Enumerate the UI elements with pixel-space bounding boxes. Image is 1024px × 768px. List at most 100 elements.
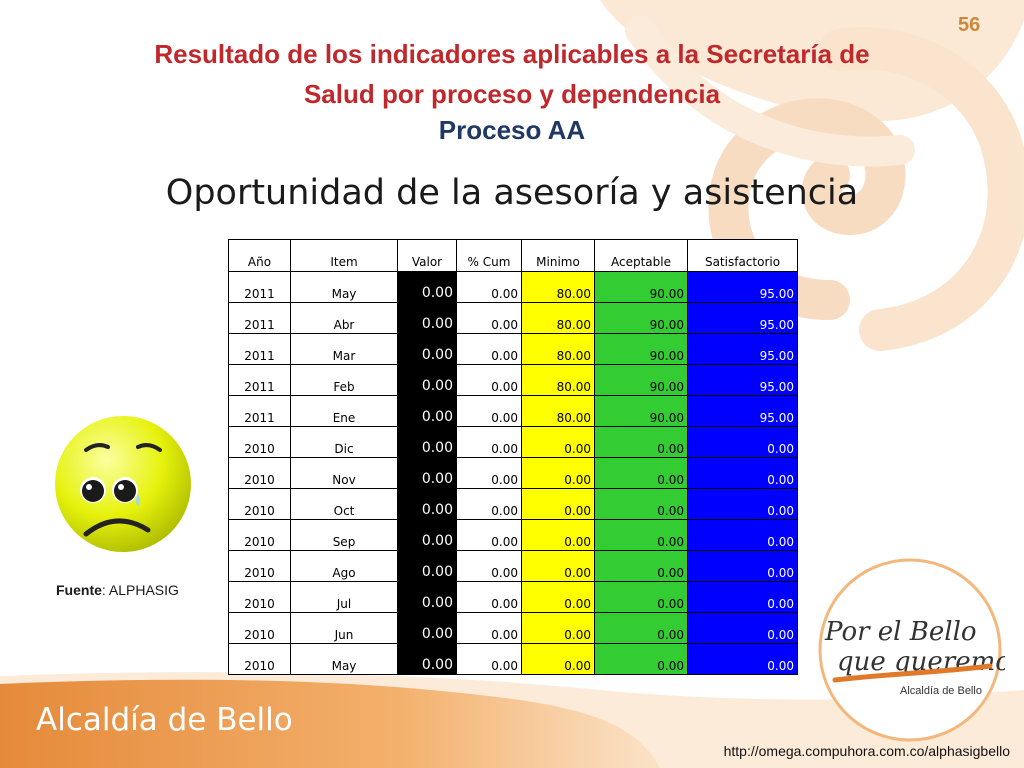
cell-valor: 0.00 bbox=[397, 333, 457, 365]
cell-item: Ago bbox=[290, 550, 398, 582]
cell-minimo: 0.00 bbox=[521, 581, 595, 613]
cell-item: Feb bbox=[290, 364, 398, 396]
header-cum: % Cum bbox=[456, 239, 522, 272]
cell-valor: 0.00 bbox=[397, 581, 457, 613]
cell-ano: 2011 bbox=[228, 364, 291, 396]
cell-valor: 0.00 bbox=[397, 426, 457, 458]
source-note: Fuente: ALPHASIG bbox=[56, 582, 179, 598]
indicator-title: Oportunidad de la asesoría y asistencia bbox=[165, 173, 859, 213]
cell-aceptable: 0.00 bbox=[594, 643, 688, 675]
cell-aceptable: 0.00 bbox=[594, 550, 688, 582]
por-el-bello-logo: Por el Bello que queremos Alcaldía de Be… bbox=[824, 617, 1005, 697]
table-row: 2010 Oct 0.00 0.00 0.00 0.00 0.00 bbox=[228, 488, 798, 520]
cell-satisfactorio: 95.00 bbox=[687, 395, 798, 427]
cell-item: Jul bbox=[290, 581, 398, 613]
cell-aceptable: 90.00 bbox=[594, 333, 688, 365]
cell-satisfactorio: 95.00 bbox=[687, 302, 798, 334]
table-row: 2010 Jun 0.00 0.00 0.00 0.00 0.00 bbox=[228, 612, 798, 644]
cell-cum: 0.00 bbox=[456, 612, 522, 644]
cell-ano: 2010 bbox=[228, 581, 291, 613]
cell-minimo: 0.00 bbox=[521, 519, 595, 551]
cell-minimo: 0.00 bbox=[521, 643, 595, 675]
table-row: 2010 May 0.00 0.00 0.00 0.00 0.00 bbox=[228, 643, 798, 675]
cell-item: Oct bbox=[290, 488, 398, 520]
cell-valor: 0.00 bbox=[397, 612, 457, 644]
cell-satisfactorio: 95.00 bbox=[687, 364, 798, 396]
logo-caption: Alcaldía de Bello bbox=[900, 685, 982, 697]
cell-ano: 2010 bbox=[228, 426, 291, 458]
cell-item: Nov bbox=[290, 457, 398, 489]
table-row: 2010 Jul 0.00 0.00 0.00 0.00 0.00 bbox=[228, 581, 798, 613]
cell-satisfactorio: 0.00 bbox=[687, 550, 798, 582]
cell-item: Ene bbox=[290, 395, 398, 427]
cell-minimo: 0.00 bbox=[521, 426, 595, 458]
cell-ano: 2010 bbox=[228, 612, 291, 644]
cell-item: Abr bbox=[290, 302, 398, 334]
slide-title-line2: Salud por proceso y dependencia bbox=[303, 79, 721, 109]
table-row: 2011 May 0.00 0.00 80.00 90.00 95.00 bbox=[228, 271, 798, 303]
cell-satisfactorio: 0.00 bbox=[687, 426, 798, 458]
cell-minimo: 0.00 bbox=[521, 457, 595, 489]
cell-cum: 0.00 bbox=[456, 271, 522, 303]
cell-valor: 0.00 bbox=[397, 488, 457, 520]
process-title: Proceso AA bbox=[438, 115, 586, 145]
cell-aceptable: 0.00 bbox=[594, 457, 688, 489]
indicator-table: Año Item Valor % Cum Minimo Aceptable Sa… bbox=[228, 239, 798, 675]
table-row: 2011 Feb 0.00 0.00 80.00 90.00 95.00 bbox=[228, 364, 798, 396]
cell-satisfactorio: 0.00 bbox=[687, 581, 798, 613]
source-label: Fuente bbox=[56, 582, 102, 598]
cell-item: Mar bbox=[290, 333, 398, 365]
table-row: 2011 Mar 0.00 0.00 80.00 90.00 95.00 bbox=[228, 333, 798, 365]
footer-brand: Alcaldía de Bello bbox=[36, 702, 293, 738]
cell-minimo: 0.00 bbox=[521, 550, 595, 582]
cell-cum: 0.00 bbox=[456, 550, 522, 582]
cell-item: Jun bbox=[290, 612, 398, 644]
cell-satisfactorio: 0.00 bbox=[687, 457, 798, 489]
table-row: 2010 Ago 0.00 0.00 0.00 0.00 0.00 bbox=[228, 550, 798, 582]
slide-title: Resultado de los indicadores aplicables … bbox=[0, 34, 1024, 114]
cell-aceptable: 0.00 bbox=[594, 581, 688, 613]
cell-satisfactorio: 0.00 bbox=[687, 612, 798, 644]
cell-ano: 2011 bbox=[228, 302, 291, 334]
cell-ano: 2010 bbox=[228, 519, 291, 551]
cell-minimo: 80.00 bbox=[521, 333, 595, 365]
cell-minimo: 80.00 bbox=[521, 302, 595, 334]
cell-cum: 0.00 bbox=[456, 643, 522, 675]
cell-satisfactorio: 95.00 bbox=[687, 271, 798, 303]
cell-valor: 0.00 bbox=[397, 550, 457, 582]
cell-ano: 2010 bbox=[228, 550, 291, 582]
cell-cum: 0.00 bbox=[456, 364, 522, 396]
cell-valor: 0.00 bbox=[397, 457, 457, 489]
cell-aceptable: 90.00 bbox=[594, 395, 688, 427]
cell-valor: 0.00 bbox=[397, 302, 457, 334]
cell-aceptable: 90.00 bbox=[594, 364, 688, 396]
cell-cum: 0.00 bbox=[456, 302, 522, 334]
cell-satisfactorio: 95.00 bbox=[687, 333, 798, 365]
cell-ano: 2011 bbox=[228, 333, 291, 365]
cell-cum: 0.00 bbox=[456, 519, 522, 551]
cell-ano: 2011 bbox=[228, 395, 291, 427]
page-number: 56 bbox=[958, 14, 981, 36]
footer-url[interactable]: http://omega.compuhora.com.co/alphasigbe… bbox=[723, 743, 1010, 759]
cell-cum: 0.00 bbox=[456, 457, 522, 489]
header-item: Item bbox=[290, 239, 398, 272]
header-ano: Año bbox=[228, 239, 291, 272]
cell-aceptable: 0.00 bbox=[594, 612, 688, 644]
cell-minimo: 0.00 bbox=[521, 488, 595, 520]
cell-ano: 2010 bbox=[228, 457, 291, 489]
table-header-row: Año Item Valor % Cum Minimo Aceptable Sa… bbox=[228, 239, 798, 272]
cell-item: May bbox=[290, 271, 398, 303]
cell-cum: 0.00 bbox=[456, 395, 522, 427]
cell-valor: 0.00 bbox=[397, 364, 457, 396]
cell-aceptable: 90.00 bbox=[594, 271, 688, 303]
cell-valor: 0.00 bbox=[397, 519, 457, 551]
cell-ano: 2010 bbox=[228, 643, 291, 675]
cell-item: May bbox=[290, 643, 398, 675]
cell-aceptable: 0.00 bbox=[594, 488, 688, 520]
cell-minimo: 80.00 bbox=[521, 271, 595, 303]
cell-item: Sep bbox=[290, 519, 398, 551]
sad-face-icon bbox=[52, 412, 194, 554]
table-row: 2010 Dic 0.00 0.00 0.00 0.00 0.00 bbox=[228, 426, 798, 458]
header-satisfactorio: Satisfactorio bbox=[687, 239, 798, 272]
header-aceptable: Aceptable bbox=[594, 239, 688, 272]
